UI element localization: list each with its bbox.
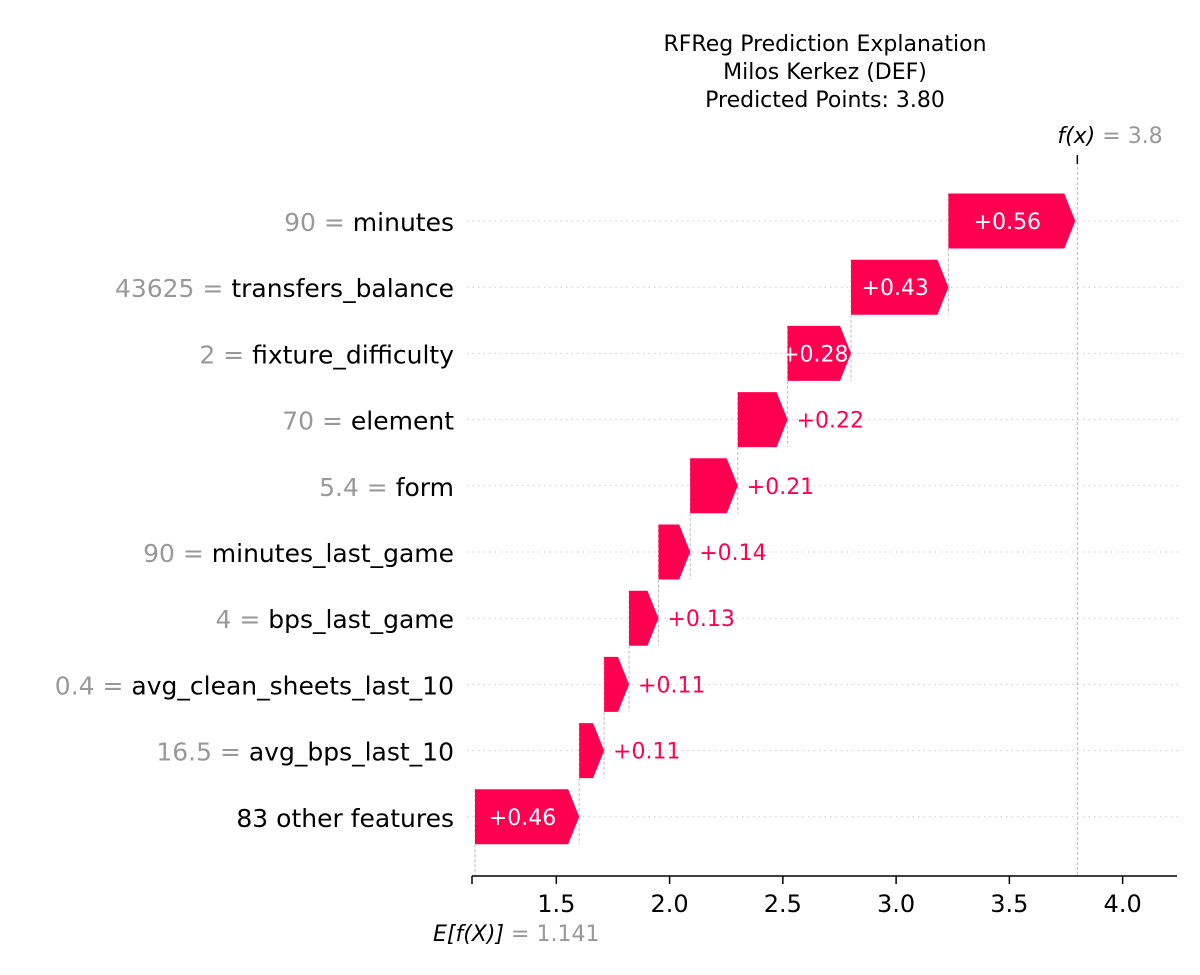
feature-label: 2 = fixture_difficulty bbox=[199, 340, 454, 369]
contribution-label: +0.11 bbox=[613, 740, 680, 765]
contribution-bar bbox=[851, 259, 949, 315]
contribution-bar bbox=[604, 656, 630, 712]
contribution-label: +0.22 bbox=[797, 409, 864, 434]
x-tick-label: 4.0 bbox=[1104, 890, 1142, 918]
x-tick-label: 1.5 bbox=[537, 890, 575, 918]
feature-label: 90 = minutes_last_game bbox=[143, 539, 454, 568]
contribution-bar bbox=[787, 325, 852, 381]
contribution-bar bbox=[579, 723, 605, 779]
x-tick-label: 2.0 bbox=[650, 890, 688, 918]
contribution-bar bbox=[948, 193, 1076, 249]
feature-label: 83 other features bbox=[236, 804, 454, 833]
feature-label: 16.5 = avg_bps_last_10 bbox=[156, 738, 454, 767]
x-tick-label: 3.0 bbox=[877, 890, 915, 918]
contribution-label: +0.14 bbox=[699, 541, 766, 566]
contribution-label: +0.21 bbox=[747, 475, 814, 500]
chart-title-line-1: RFReg Prediction Explanation bbox=[663, 32, 987, 57]
x-tick-label: 3.5 bbox=[990, 890, 1028, 918]
chart-title-line-2: Milos Kerkez (DEF) bbox=[723, 60, 927, 85]
contribution-label: +0.56 bbox=[974, 210, 1041, 235]
feature-label: 90 = minutes bbox=[284, 208, 454, 237]
contribution-label: +0.28 bbox=[781, 342, 848, 367]
contribution-label: +0.43 bbox=[862, 276, 929, 301]
contribution-bar bbox=[629, 590, 659, 646]
feature-label: 4 = bps_last_game bbox=[215, 605, 454, 634]
contribution-bar bbox=[658, 524, 691, 580]
chart-title-line-3: Predicted Points: 3.80 bbox=[705, 88, 945, 113]
feature-label: 43625 = transfers_balance bbox=[115, 274, 454, 303]
base-value-label: E[f(X)] = 1.141 bbox=[433, 922, 599, 947]
feature-label: 0.4 = avg_clean_sheets_last_10 bbox=[55, 671, 454, 700]
contribution-bar bbox=[737, 392, 788, 448]
x-tick-label: 2.5 bbox=[764, 890, 802, 918]
contribution-label: +0.46 bbox=[489, 806, 556, 831]
contribution-bar bbox=[690, 458, 738, 514]
feature-label: 5.4 = form bbox=[319, 473, 454, 502]
contribution-label: +0.11 bbox=[638, 673, 705, 698]
feature-label: 70 = element bbox=[282, 407, 454, 436]
contribution-label: +0.13 bbox=[667, 607, 734, 632]
output-value-label: f(x) = 3.8 bbox=[1057, 124, 1162, 149]
contribution-bar bbox=[475, 789, 580, 845]
